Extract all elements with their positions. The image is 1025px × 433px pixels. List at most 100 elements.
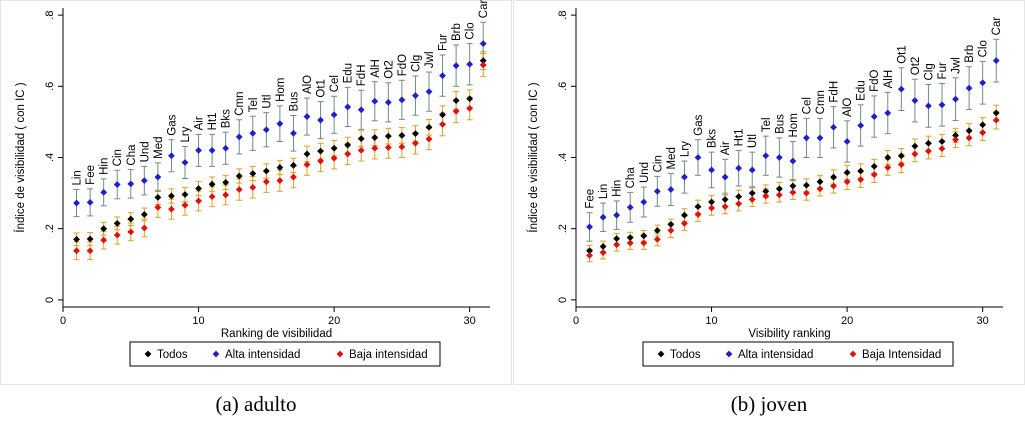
panel-joven: 0 .2 .4 .6 .8 0 10 20 30 Visibility ranking Índice… bbox=[513, 0, 1025, 433]
x-axis-title: Visibility ranking bbox=[748, 328, 830, 340]
category-label: Lry bbox=[679, 141, 691, 157]
point-todos bbox=[276, 164, 284, 171]
category-label: Tel bbox=[761, 117, 773, 132]
point-alta-intensidad bbox=[735, 164, 743, 172]
point-alta-intensidad bbox=[857, 122, 865, 129]
point-baja-intensidad bbox=[735, 200, 743, 208]
point-todos bbox=[748, 189, 756, 197]
category-label: Car bbox=[991, 17, 1003, 36]
point-baja-intensidad bbox=[262, 178, 270, 186]
legend-label: Baja intensidad bbox=[349, 349, 428, 361]
point-alta-intensidad bbox=[599, 213, 607, 221]
point-todos bbox=[992, 109, 1000, 117]
point-baja-intensidad bbox=[195, 197, 202, 205]
x-tick-label: 20 bbox=[841, 315, 853, 327]
category-label: Fee bbox=[85, 165, 97, 185]
point-baja-intensidad bbox=[694, 211, 702, 218]
point-baja-intensidad bbox=[384, 144, 392, 151]
point-todos bbox=[425, 123, 433, 131]
legend-label: Todos bbox=[670, 349, 701, 361]
point-alta-intensidad bbox=[73, 199, 80, 207]
x-axis-title: Ranking de visibilidad bbox=[221, 328, 332, 340]
point-todos bbox=[466, 95, 474, 103]
point-baja-intensidad bbox=[181, 201, 189, 209]
category-label: Jwl bbox=[424, 51, 436, 68]
point-todos bbox=[181, 191, 189, 198]
category-label: Bks bbox=[707, 129, 719, 148]
point-baja-intensidad bbox=[965, 134, 973, 142]
category-label: Cmn bbox=[815, 90, 827, 114]
point-todos bbox=[86, 235, 94, 243]
x-tick-label: 0 bbox=[60, 315, 66, 327]
point-baja-intensidad bbox=[235, 186, 243, 193]
point-alta-intensidad bbox=[330, 111, 338, 119]
point-todos bbox=[73, 235, 80, 243]
point-baja-intensidad bbox=[952, 136, 959, 144]
point-alta-intensidad bbox=[884, 109, 892, 117]
category-label: FdO bbox=[397, 54, 409, 76]
point-alta-intensidad bbox=[425, 88, 433, 96]
point-baja-intensidad bbox=[290, 173, 297, 181]
x-tick-label: 10 bbox=[192, 315, 204, 327]
point-baja-intensidad bbox=[586, 251, 593, 259]
caption-adulto: (a) adulto bbox=[215, 392, 297, 416]
point-alta-intensidad bbox=[640, 198, 648, 206]
y-tick-label: .6 bbox=[557, 82, 569, 91]
point-todos bbox=[330, 144, 338, 152]
point-alta-intensidad bbox=[127, 180, 135, 188]
category-label: Cha bbox=[126, 144, 138, 166]
category-label: Utl bbox=[747, 134, 759, 148]
y-tick-label: .8 bbox=[557, 11, 569, 20]
point-baja-intensidad bbox=[168, 205, 175, 213]
point-baja-intensidad bbox=[775, 191, 783, 199]
category-label: Und bbox=[639, 162, 651, 183]
point-baja-intensidad bbox=[398, 143, 406, 151]
point-alta-intensidad bbox=[195, 146, 202, 154]
point-todos bbox=[721, 196, 729, 203]
point-todos bbox=[979, 121, 987, 129]
point-baja-intensidad bbox=[938, 145, 946, 153]
point-alta-intensidad bbox=[748, 166, 756, 174]
point-todos bbox=[262, 167, 270, 175]
category-label: Gas bbox=[166, 114, 178, 135]
legend-box bbox=[129, 341, 441, 367]
category-label: Brb bbox=[451, 23, 463, 41]
point-baja-intensidad bbox=[208, 193, 216, 201]
point-alta-intensidad bbox=[249, 129, 257, 137]
y-tick-label: 0 bbox=[557, 297, 569, 303]
point-alta-intensidad bbox=[708, 166, 715, 174]
point-alta-intensidad bbox=[816, 134, 824, 142]
point-baja-intensidad bbox=[452, 107, 460, 115]
category-label: Edu bbox=[856, 80, 868, 100]
point-baja-intensidad bbox=[86, 247, 94, 255]
point-baja-intensidad bbox=[317, 157, 324, 165]
point-baja-intensidad bbox=[154, 203, 162, 211]
x-tick-label: 30 bbox=[977, 315, 989, 327]
category-label: Edu bbox=[343, 63, 355, 83]
point-todos bbox=[925, 139, 932, 147]
point-todos bbox=[626, 234, 634, 241]
category-label: Hom bbox=[788, 113, 800, 137]
y-tick-label: 0 bbox=[44, 297, 56, 303]
point-todos bbox=[613, 235, 621, 243]
caption-joven: (b) joven bbox=[730, 392, 808, 416]
point-baja-intensidad bbox=[140, 224, 148, 232]
category-label: Ot1 bbox=[316, 79, 328, 98]
point-baja-intensidad bbox=[330, 154, 338, 162]
point-alta-intensidad bbox=[721, 173, 729, 181]
point-alta-intensidad bbox=[626, 203, 634, 211]
point-baja-intensidad bbox=[466, 104, 474, 112]
point-alta-intensidad bbox=[613, 211, 621, 219]
category-label: Ot2 bbox=[910, 57, 922, 76]
category-label: Bus bbox=[288, 91, 300, 111]
point-alta-intensidad bbox=[681, 173, 688, 181]
point-alta-intensidad bbox=[653, 187, 661, 195]
category-label: Fur bbox=[438, 34, 450, 51]
category-label: Ht1 bbox=[207, 112, 219, 130]
point-alta-intensidad bbox=[803, 134, 810, 142]
point-baja-intensidad bbox=[857, 176, 865, 183]
point-alta-intensidad bbox=[897, 85, 905, 93]
point-todos bbox=[735, 193, 743, 201]
legend-marker bbox=[725, 350, 733, 358]
point-todos bbox=[653, 227, 661, 234]
